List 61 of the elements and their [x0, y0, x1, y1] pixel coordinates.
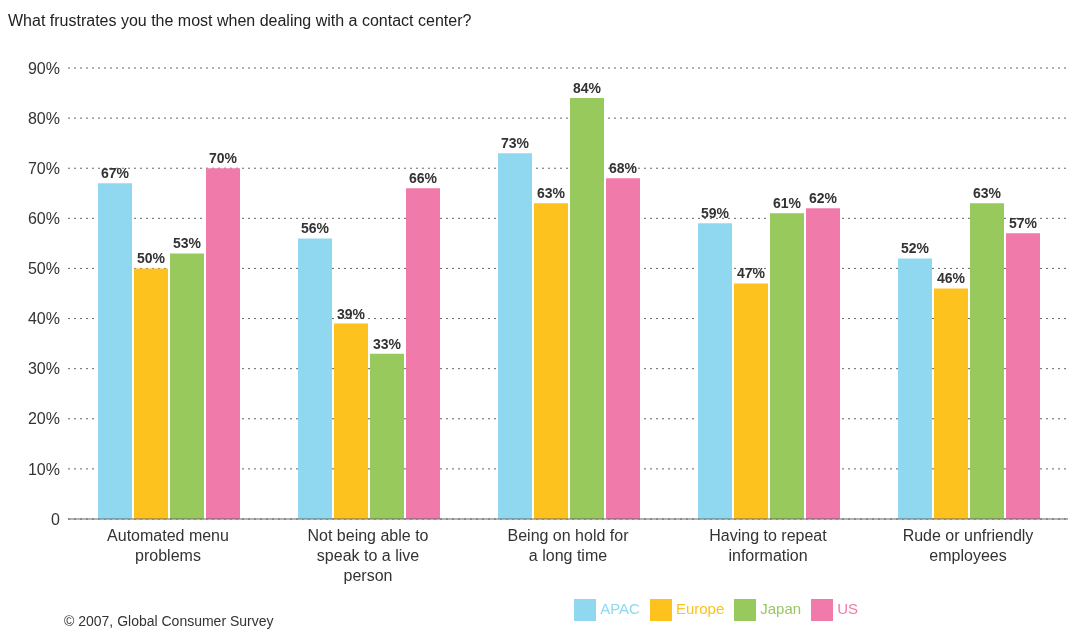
- y-tick-label: 10%: [27, 460, 60, 478]
- x-tick-label: Having to repeat information: [709, 527, 828, 564]
- y-tick-label: 90%: [27, 59, 60, 77]
- bar: [334, 323, 368, 519]
- bar: [534, 203, 568, 519]
- data-label: 84%: [572, 80, 602, 97]
- chart-title: What frustrates you the most when dealing with a contact center?: [8, 12, 472, 30]
- legend-label: APAC: [600, 599, 640, 617]
- x-tick-label: Being on hold for a long time: [507, 527, 630, 564]
- bar: [570, 98, 604, 519]
- data-label: 67%: [100, 165, 130, 182]
- legend-label: Europe: [675, 599, 725, 617]
- data-label: 39%: [336, 305, 366, 322]
- y-tick-label: 0: [51, 510, 61, 528]
- x-tick-label: Rude or unfriendly employees: [902, 527, 1034, 564]
- y-tick-label: 70%: [27, 159, 60, 177]
- data-label: 33%: [372, 335, 402, 352]
- data-label: 66%: [408, 170, 438, 187]
- y-tick-label: 50%: [27, 260, 60, 278]
- bar: [806, 208, 840, 519]
- bar: [406, 188, 440, 519]
- bar: [898, 258, 932, 519]
- bar: [170, 253, 204, 519]
- data-label: 56%: [300, 220, 330, 237]
- bar: [98, 183, 132, 519]
- bar: [606, 178, 640, 519]
- legend-label: Japan: [760, 599, 802, 617]
- data-label: 47%: [736, 265, 766, 282]
- x-tick-label: Not being able to speak to a live person: [307, 527, 429, 584]
- data-label: 73%: [500, 135, 530, 152]
- bar: [970, 203, 1004, 519]
- bar: [298, 238, 332, 519]
- data-label: 57%: [1008, 215, 1038, 232]
- bar: [698, 223, 732, 519]
- bar: [934, 288, 968, 519]
- y-tick-label: 40%: [27, 310, 60, 328]
- data-label: 70%: [208, 150, 238, 167]
- bar: [498, 153, 532, 519]
- bar: [734, 283, 768, 519]
- bar: [370, 353, 404, 519]
- text: © 2007, Global Consumer Survey: [64, 613, 274, 629]
- data-label: 62%: [808, 190, 838, 207]
- bar: [1006, 233, 1040, 519]
- data-label: 50%: [136, 250, 166, 267]
- x-tick-label: Automated menu problems: [107, 527, 229, 564]
- data-label: 68%: [608, 160, 638, 177]
- bar: [770, 213, 804, 519]
- data-label: 52%: [900, 240, 930, 257]
- bar: [134, 268, 168, 519]
- data-label: 61%: [772, 195, 802, 212]
- data-label: 53%: [172, 235, 202, 252]
- y-tick-label: 20%: [27, 410, 60, 428]
- data-label: 63%: [972, 185, 1002, 202]
- y-tick-label: 30%: [27, 360, 60, 378]
- bar: [206, 168, 240, 519]
- data-label: 46%: [936, 270, 966, 287]
- y-tick-label: 60%: [27, 210, 60, 228]
- data-label: 59%: [700, 205, 730, 222]
- legend-label: US: [837, 599, 858, 617]
- y-tick-label: 80%: [27, 109, 60, 127]
- data-label: 63%: [536, 185, 566, 202]
